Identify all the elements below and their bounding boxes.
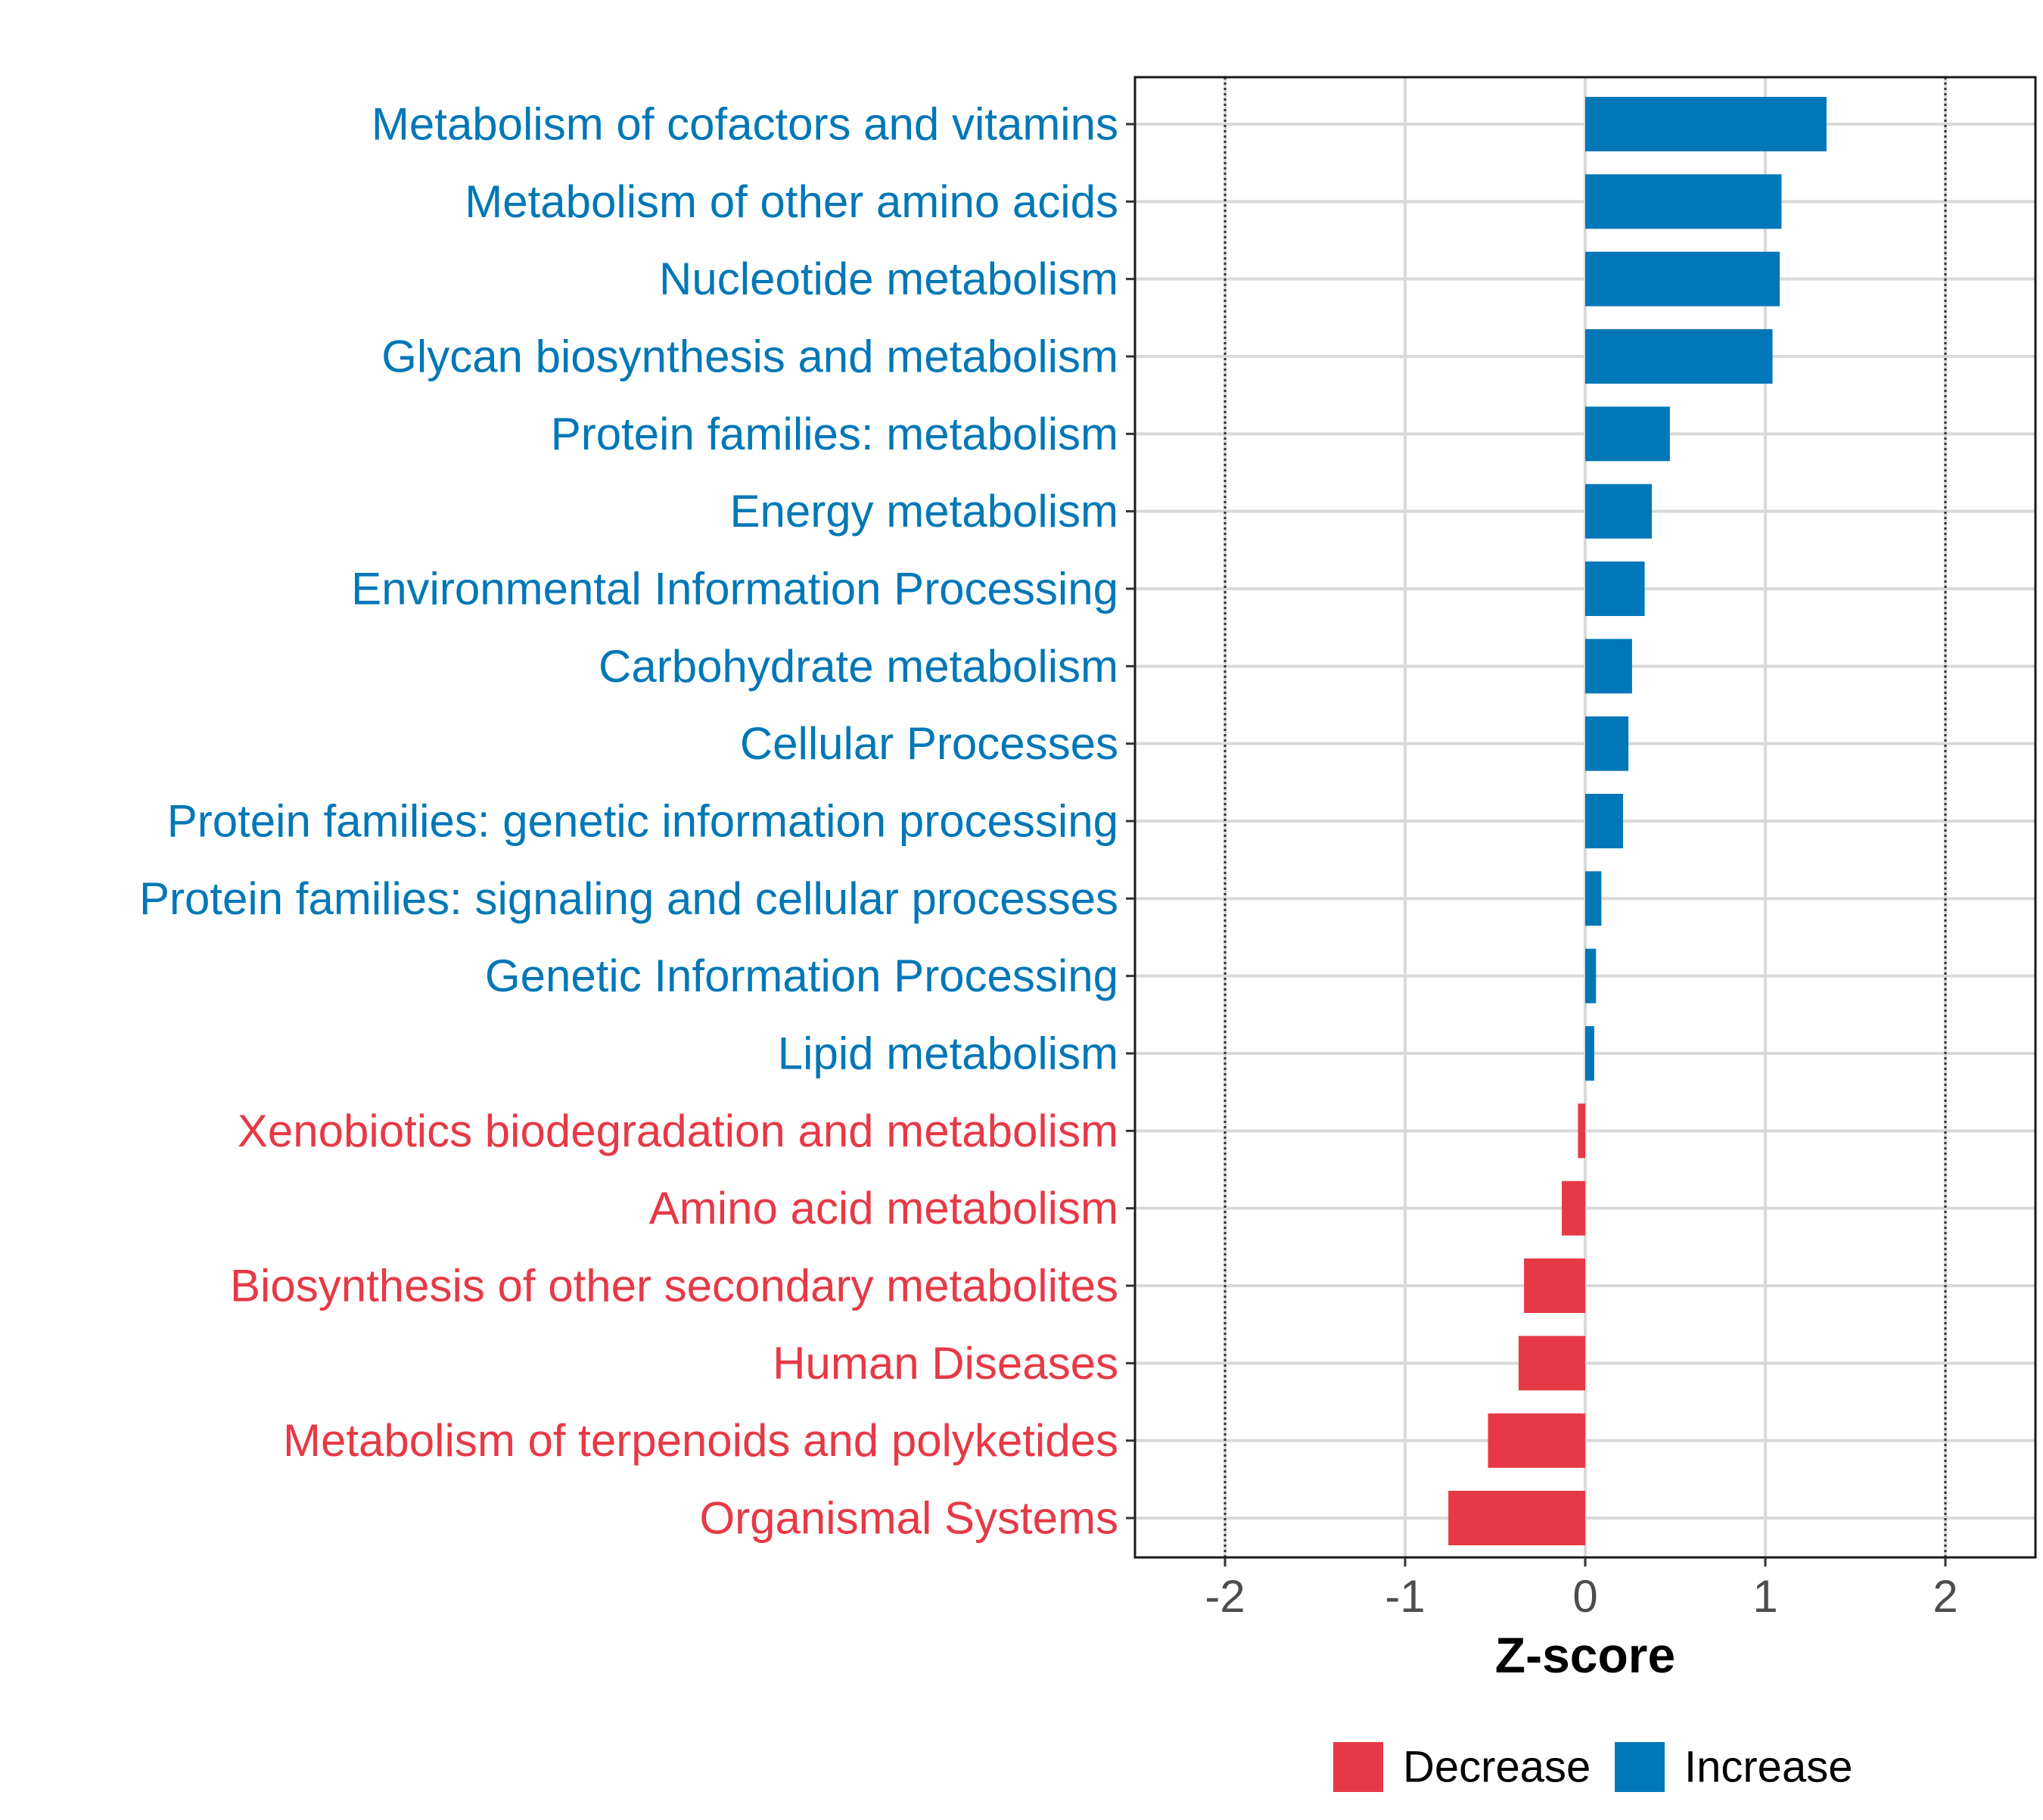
bar	[1585, 251, 1780, 306]
bar	[1585, 871, 1602, 926]
bar	[1585, 948, 1597, 1003]
category-label: Genetic Information Processing	[485, 950, 1118, 1001]
bar	[1585, 716, 1629, 771]
category-label: Protein families: metabolism	[551, 409, 1118, 459]
bar	[1585, 406, 1670, 462]
bar	[1585, 1026, 1594, 1081]
legend-label: Decrease	[1403, 1743, 1591, 1792]
legend-swatch	[1615, 1742, 1665, 1792]
category-label: Biosynthesis of other secondary metaboli…	[230, 1261, 1118, 1311]
category-label: Carbohydrate metabolism	[599, 641, 1118, 692]
x-axis-tick-labels: -2 -1 0 1 2	[1205, 1571, 1957, 1622]
category-label: Protein families: signaling and cellular…	[139, 873, 1118, 924]
y-axis-labels: Metabolism of cofactors and vitamins Meta…	[139, 99, 1118, 1544]
category-label: Cellular Processes	[740, 718, 1118, 769]
category-label: Lipid metabolism	[778, 1028, 1118, 1079]
x-axis-title: Z-score	[1495, 1627, 1675, 1683]
bar	[1524, 1258, 1585, 1313]
bar	[1585, 174, 1782, 229]
x-tick-label: -1	[1385, 1571, 1425, 1622]
category-label: Energy metabolism	[729, 486, 1118, 537]
x-tick-label: 0	[1572, 1571, 1597, 1622]
y-axis-ticks	[1126, 123, 1135, 1520]
legend-swatch	[1333, 1742, 1383, 1792]
x-axis-ticks	[1224, 1557, 1947, 1566]
category-label: Metabolism of terpenoids and polyketides	[283, 1415, 1118, 1466]
category-label: Metabolism of other amino acids	[465, 176, 1118, 227]
bar	[1585, 562, 1645, 616]
bar	[1578, 1103, 1585, 1159]
category-label: Metabolism of cofactors and vitamins	[372, 99, 1118, 150]
bar	[1585, 484, 1653, 539]
x-tick-label: 2	[1933, 1571, 1957, 1622]
bar	[1585, 97, 1827, 151]
category-label: Organismal Systems	[700, 1493, 1118, 1544]
legend-item-decrease: Decrease	[1333, 1742, 1591, 1792]
bars	[1448, 97, 1827, 1545]
legend-label: Increase	[1684, 1743, 1852, 1792]
bar	[1585, 329, 1773, 384]
category-label: Protein families: genetic information pr…	[167, 796, 1118, 847]
category-label: Nucleotide metabolism	[659, 254, 1118, 304]
bar	[1585, 639, 1632, 694]
legend-item-increase: Increase	[1615, 1742, 1852, 1792]
category-label: Xenobiotics biodegradation and metabolis…	[238, 1106, 1118, 1156]
x-tick-label: -2	[1205, 1571, 1245, 1622]
x-tick-label: 1	[1752, 1571, 1777, 1622]
bar	[1488, 1413, 1585, 1468]
bar	[1518, 1336, 1585, 1391]
bar	[1585, 794, 1623, 848]
category-label: Environmental Information Processing	[351, 564, 1118, 614]
category-label: Human Diseases	[773, 1338, 1118, 1389]
legend: Decrease Increase	[1333, 1742, 1852, 1792]
category-label: Amino acid metabolism	[649, 1183, 1118, 1234]
bar	[1562, 1181, 1585, 1236]
category-label: Glycan biosynthesis and metabolism	[381, 331, 1118, 382]
bar	[1448, 1491, 1585, 1545]
